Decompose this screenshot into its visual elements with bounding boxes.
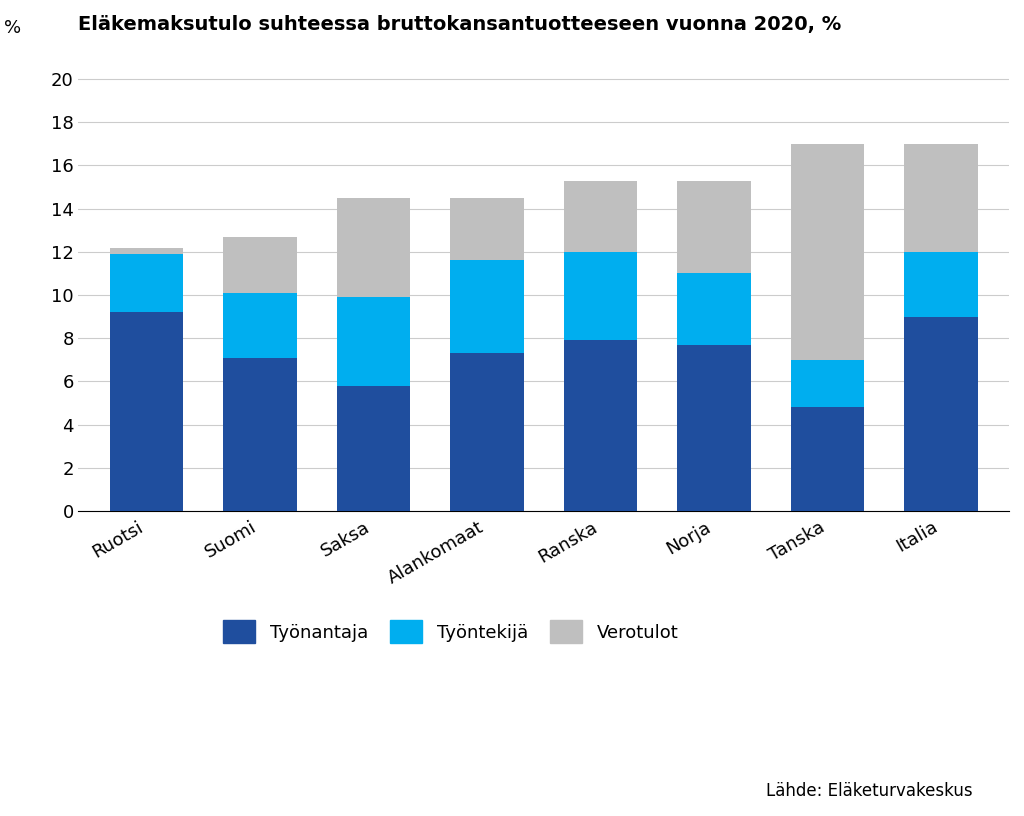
Bar	[451, 197, 524, 260]
Bar	[791, 407, 864, 511]
Bar	[677, 273, 751, 344]
Bar	[904, 252, 978, 317]
Bar	[223, 357, 297, 511]
Bar	[563, 340, 637, 511]
Bar	[677, 344, 751, 511]
Bar	[791, 144, 864, 360]
Bar	[451, 353, 524, 511]
Text: Lähde: Eläketurvakeskus: Lähde: Eläketurvakeskus	[766, 782, 973, 800]
Bar	[223, 293, 297, 357]
Bar	[337, 386, 411, 511]
Legend: Työnantaja, Työntekijä, Verotulot: Työnantaja, Työntekijä, Verotulot	[216, 613, 686, 650]
Bar	[563, 180, 637, 252]
Bar	[451, 260, 524, 353]
Bar	[563, 252, 637, 340]
Bar	[337, 297, 411, 386]
Bar	[110, 313, 183, 511]
Bar	[223, 237, 297, 293]
Bar	[791, 360, 864, 407]
Bar	[110, 254, 183, 313]
Bar	[337, 197, 411, 297]
Bar	[904, 317, 978, 511]
Text: %: %	[4, 20, 22, 38]
Text: Eläkemaksutulo suhteessa bruttokansantuotteeseen vuonna 2020, %: Eläkemaksutulo suhteessa bruttokansantuo…	[79, 15, 842, 34]
Bar	[110, 247, 183, 254]
Bar	[677, 180, 751, 273]
Bar	[904, 144, 978, 252]
